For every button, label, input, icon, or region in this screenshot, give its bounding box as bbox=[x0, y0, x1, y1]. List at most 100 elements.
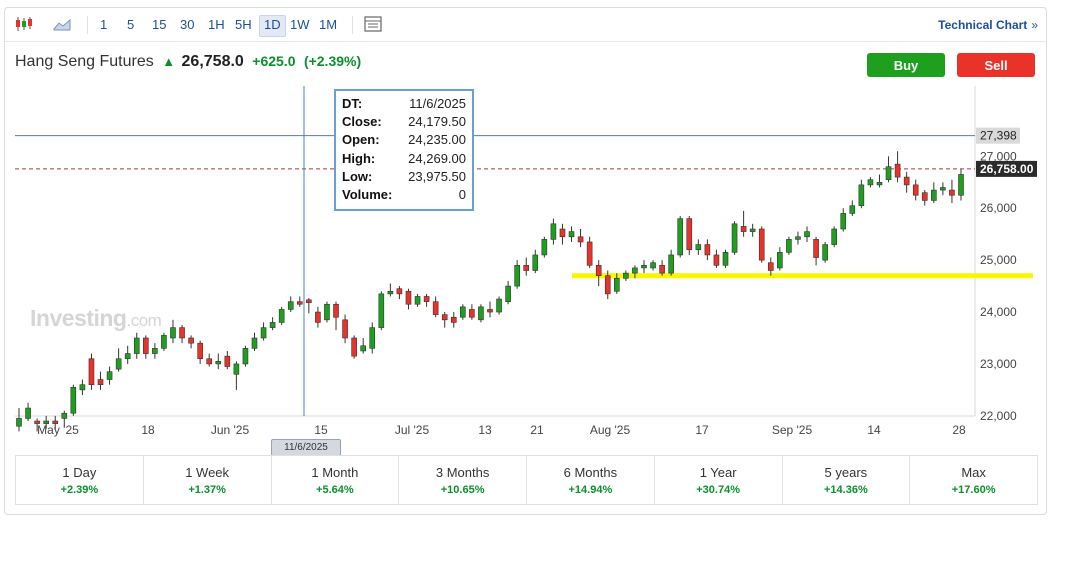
period-5-years[interactable]: 5 years +14.36% bbox=[783, 456, 911, 504]
candle-body bbox=[387, 290, 394, 295]
x-tick-label: 13 bbox=[478, 423, 492, 437]
period-change: +2.39% bbox=[60, 483, 99, 496]
price-chart[interactable]: 22,000 23,000 24,000 25,000 26,000 27,000 May … bbox=[5, 8, 1048, 453]
candle-body bbox=[740, 226, 747, 232]
period-1-day[interactable]: 1 Day +2.39% bbox=[16, 456, 144, 504]
period-3-months[interactable]: 3 Months +10.65% bbox=[399, 456, 527, 504]
y-tick-label: 24,000 bbox=[980, 305, 1017, 319]
tooltip-row: Low: 23,975.50 bbox=[342, 168, 466, 186]
interval-1d[interactable]: 1D bbox=[259, 15, 286, 37]
period-1-year[interactable]: 1 Year +30.74% bbox=[655, 456, 783, 504]
candle-body bbox=[804, 231, 810, 238]
candle-body bbox=[677, 218, 684, 256]
last-price: 26,758.0 bbox=[181, 53, 244, 70]
toolbar-separator bbox=[87, 16, 88, 34]
candle-body bbox=[505, 285, 511, 302]
candle-body bbox=[514, 265, 520, 287]
area-chart-icon[interactable] bbox=[51, 13, 73, 35]
candle-body bbox=[360, 345, 366, 352]
candle-body bbox=[777, 252, 783, 269]
watermark-domain: .com bbox=[126, 311, 162, 330]
tooltip-row: Close: 24,179.50 bbox=[342, 113, 466, 131]
candle-body bbox=[541, 239, 548, 256]
candle-body bbox=[686, 218, 693, 251]
period-max[interactable]: Max +17.60% bbox=[910, 456, 1037, 504]
tooltip-value: 11/6/2025 bbox=[409, 96, 466, 111]
candle-body bbox=[450, 316, 457, 323]
interval-15[interactable]: 15 bbox=[152, 17, 167, 32]
price-change: +625.0 bbox=[252, 53, 296, 69]
candle-body bbox=[912, 184, 919, 196]
candle-body bbox=[641, 265, 647, 269]
candle-body bbox=[306, 299, 312, 303]
y-tick-label: 27,000 bbox=[980, 149, 1017, 163]
candle-body bbox=[25, 407, 31, 419]
candle-body bbox=[233, 363, 240, 375]
candle-body bbox=[731, 223, 738, 253]
ohlc-tooltip: DT: 11/6/2025 Close: 24,179.50 Open: 24,235.0… bbox=[334, 89, 474, 211]
candle-body bbox=[659, 265, 665, 274]
candle-body bbox=[423, 296, 430, 302]
candle-body bbox=[315, 311, 321, 323]
period-change: +17.60% bbox=[951, 483, 996, 496]
candle-body bbox=[188, 337, 194, 344]
period-change: +1.37% bbox=[188, 483, 226, 496]
period-change: +5.64% bbox=[316, 483, 354, 496]
x-tick-label: 18 bbox=[141, 423, 155, 437]
period-1-month[interactable]: 1 Month +5.64% bbox=[272, 456, 400, 504]
interval-30[interactable]: 30 bbox=[180, 17, 195, 32]
period-1-week[interactable]: 1 Week +1.37% bbox=[144, 456, 272, 504]
candle-body bbox=[586, 241, 593, 266]
table-view-icon[interactable] bbox=[362, 13, 384, 35]
period-6-months[interactable]: 6 Months +14.94% bbox=[527, 456, 655, 504]
toolbar-separator bbox=[352, 16, 353, 34]
tooltip-row: DT: 11/6/2025 bbox=[342, 95, 466, 113]
period-label: Max bbox=[961, 464, 986, 480]
candlestick-icon[interactable] bbox=[13, 13, 35, 35]
y-tick-label: 22,000 bbox=[980, 409, 1017, 423]
technical-chart-link[interactable]: Technical Chart» bbox=[938, 18, 1038, 32]
high-price-tag bbox=[976, 127, 1020, 144]
candle-body bbox=[894, 163, 901, 178]
candle-body bbox=[97, 379, 104, 385]
candle-body bbox=[623, 272, 629, 279]
candle-body bbox=[722, 252, 729, 266]
candle-body bbox=[767, 262, 774, 271]
candle-body bbox=[478, 306, 484, 321]
candle-body bbox=[713, 254, 720, 266]
candle-body bbox=[124, 353, 131, 360]
candle-body bbox=[16, 418, 22, 427]
tooltip-key: Volume: bbox=[342, 187, 393, 203]
candle-body bbox=[324, 303, 330, 321]
x-tick-label: 14 bbox=[867, 423, 881, 437]
candle-body bbox=[378, 293, 385, 328]
interval-1h[interactable]: 1H bbox=[208, 17, 225, 32]
candle-body bbox=[487, 309, 493, 313]
candle-body bbox=[940, 187, 946, 191]
candle-body bbox=[949, 189, 955, 196]
candle-body bbox=[958, 174, 964, 196]
candle-body bbox=[242, 348, 249, 365]
x-tick-label: 21 bbox=[530, 423, 544, 437]
candle-body bbox=[369, 327, 376, 349]
candle-body bbox=[333, 303, 339, 318]
interval-5[interactable]: 5 bbox=[127, 17, 135, 32]
x-tick-label: May '25 bbox=[37, 423, 79, 437]
interval-1[interactable]: 1 bbox=[100, 17, 108, 32]
tooltip-value: 23,975.50 bbox=[408, 168, 466, 184]
candle-body bbox=[152, 348, 158, 354]
candle-body bbox=[831, 228, 837, 245]
candle-body bbox=[197, 342, 203, 360]
interval-1w[interactable]: 1W bbox=[290, 17, 310, 32]
period-label: 1 Month bbox=[311, 464, 359, 480]
period-change: +14.94% bbox=[568, 483, 613, 496]
buy-button[interactable]: Buy bbox=[867, 53, 945, 77]
sell-button[interactable]: Sell bbox=[957, 53, 1035, 77]
tooltip-value: 24,179.50 bbox=[408, 114, 466, 130]
tooltip-key: Close: bbox=[342, 114, 382, 130]
candle-body bbox=[885, 166, 892, 180]
candle-body bbox=[532, 254, 539, 271]
interval-5h[interactable]: 5H bbox=[235, 17, 252, 32]
interval-1m[interactable]: 1M bbox=[319, 17, 338, 32]
x-tick-label: Jul '25 bbox=[395, 423, 430, 437]
